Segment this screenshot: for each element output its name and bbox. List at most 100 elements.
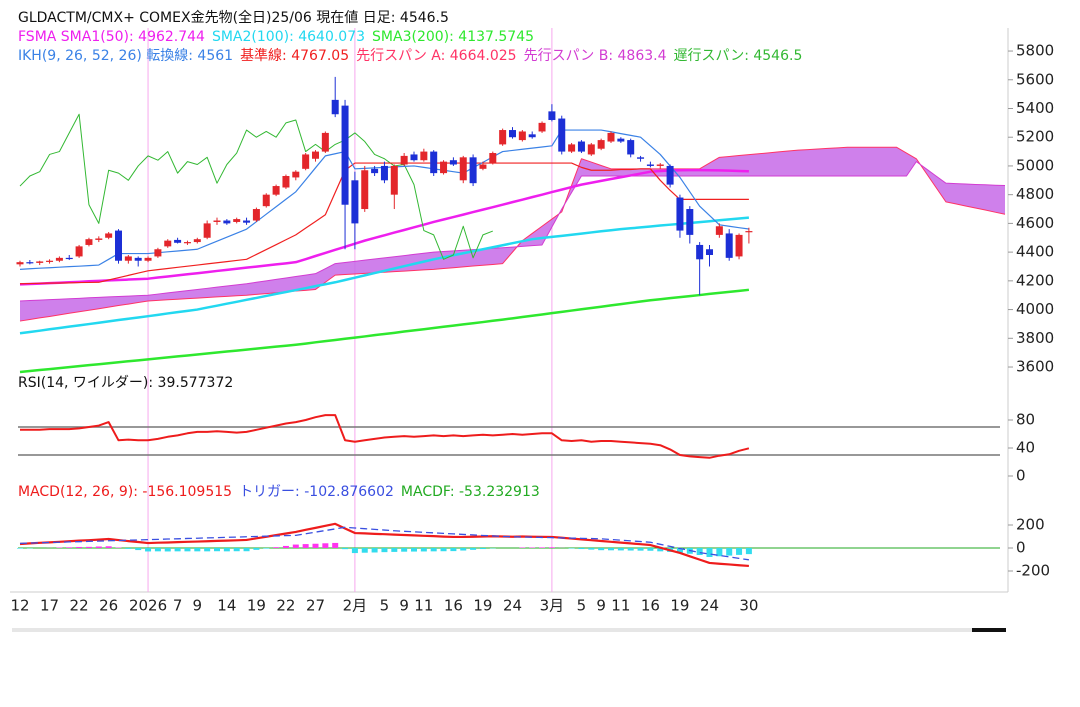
y-tick-label: 5600 [1016, 70, 1054, 88]
legend-item: MACDF: -53.232913 [401, 484, 540, 500]
x-tick-label: 5 [380, 597, 390, 615]
candle-body [263, 195, 270, 206]
x-tick-label: 5 [577, 597, 587, 615]
legend-item: 先行スパン A: 4664.025 [356, 48, 516, 64]
candle-body [617, 139, 624, 142]
x-tick-label: 14 [217, 597, 236, 615]
candle-body [420, 152, 427, 161]
candle-body [371, 169, 378, 173]
legend-item: IKH(9, 26, 52, 26) 転換線: 4561 [18, 48, 233, 64]
histogram-bar [480, 548, 486, 549]
histogram-bar [697, 548, 703, 555]
histogram-bar [421, 548, 427, 551]
histogram-bar [726, 548, 732, 556]
y-tick-label: 3800 [1016, 329, 1054, 347]
candle-body [391, 166, 398, 195]
candle-body [627, 140, 634, 154]
candle-body [460, 157, 467, 180]
candle-body [745, 231, 752, 232]
histogram-bar [372, 548, 378, 552]
y-tick-label: -200 [1016, 562, 1050, 580]
x-tick-label: 27 [306, 597, 325, 615]
x-tick-label: 16 [641, 597, 660, 615]
histogram-bar [125, 548, 131, 549]
candle-body [489, 153, 496, 163]
candle-body [46, 261, 53, 262]
histogram-bar [431, 548, 437, 551]
candle-body [135, 258, 142, 261]
histogram-bar [135, 548, 141, 550]
candle-body [568, 144, 575, 151]
candle-body [686, 209, 693, 235]
candle-body [145, 258, 152, 261]
histogram-bar [588, 548, 594, 550]
histogram-bar [106, 546, 112, 548]
histogram-bar [578, 548, 584, 549]
candle-body [95, 238, 102, 239]
x-tick-label: 2026 [129, 597, 167, 615]
y-tick-label: 0 [1016, 467, 1026, 485]
candle-body [411, 154, 418, 160]
candle-body [578, 142, 585, 152]
candle-body [36, 261, 43, 262]
candle-body [243, 221, 250, 223]
candle-body [302, 154, 309, 168]
histogram-bar [362, 548, 368, 553]
histogram-bar [244, 548, 250, 551]
y-tick-label: 5800 [1016, 42, 1054, 60]
histogram-bar [401, 548, 407, 552]
histogram-bar [17, 548, 23, 549]
candle-body [253, 209, 260, 220]
x-tick-label: 22 [276, 597, 295, 615]
candle-body [164, 241, 171, 247]
histogram-bar [194, 548, 200, 551]
legend-item: FSMA SMA1(50): 4962.744 [18, 29, 205, 45]
histogram-bar [66, 547, 72, 548]
y-tick-label: 4400 [1016, 243, 1054, 261]
legend-item: 遅行スパン: 4546.5 [674, 48, 803, 64]
histogram-bar [253, 548, 259, 550]
histogram-bar [303, 544, 309, 548]
legend-item: 先行スパン B: 4863.4 [524, 48, 667, 64]
histogram-bar [470, 548, 476, 550]
y-tick-label: 3600 [1016, 358, 1054, 376]
histogram-bar [411, 548, 417, 552]
scrollbar-thumb[interactable] [972, 628, 1006, 632]
histogram-bar [96, 547, 102, 548]
y-tick-label: 5200 [1016, 128, 1054, 146]
candle-body [637, 157, 644, 158]
y-tick-label: 5400 [1016, 99, 1054, 117]
histogram-bar [352, 548, 358, 553]
x-tick-label: 19 [670, 597, 689, 615]
histogram-bar [263, 548, 269, 549]
histogram-bar [342, 548, 348, 549]
candle-body [76, 246, 83, 256]
candle-body [588, 144, 595, 154]
candle-body [499, 130, 506, 144]
candle-body [125, 256, 132, 260]
y-tick-label: 5000 [1016, 156, 1054, 174]
legend-item: MACD(12, 26, 9): -156.109515 [18, 484, 232, 500]
histogram-bar [165, 548, 171, 551]
candle-body [519, 131, 526, 140]
x-tick-label: 7 [173, 597, 183, 615]
candle-body [282, 176, 289, 187]
candle-body [292, 172, 299, 178]
scrollbar-track[interactable] [12, 628, 1006, 632]
histogram-bar [549, 547, 555, 548]
panel-title: RSI(14, ワイルダー): 39.577372 [18, 375, 233, 391]
histogram-bar [155, 548, 161, 551]
candle-body [322, 133, 329, 152]
histogram-bar [460, 548, 466, 551]
candle-body [66, 258, 73, 259]
candle-body [85, 239, 92, 245]
x-tick-label: 11 [414, 597, 433, 615]
histogram-bar [746, 548, 752, 554]
candle-body [529, 134, 536, 137]
candle-body [351, 180, 358, 223]
histogram-bar [647, 548, 653, 551]
x-tick-label: 9 [596, 597, 606, 615]
histogram-bar [618, 548, 624, 550]
candle-body [115, 231, 122, 261]
candle-body [696, 245, 703, 259]
